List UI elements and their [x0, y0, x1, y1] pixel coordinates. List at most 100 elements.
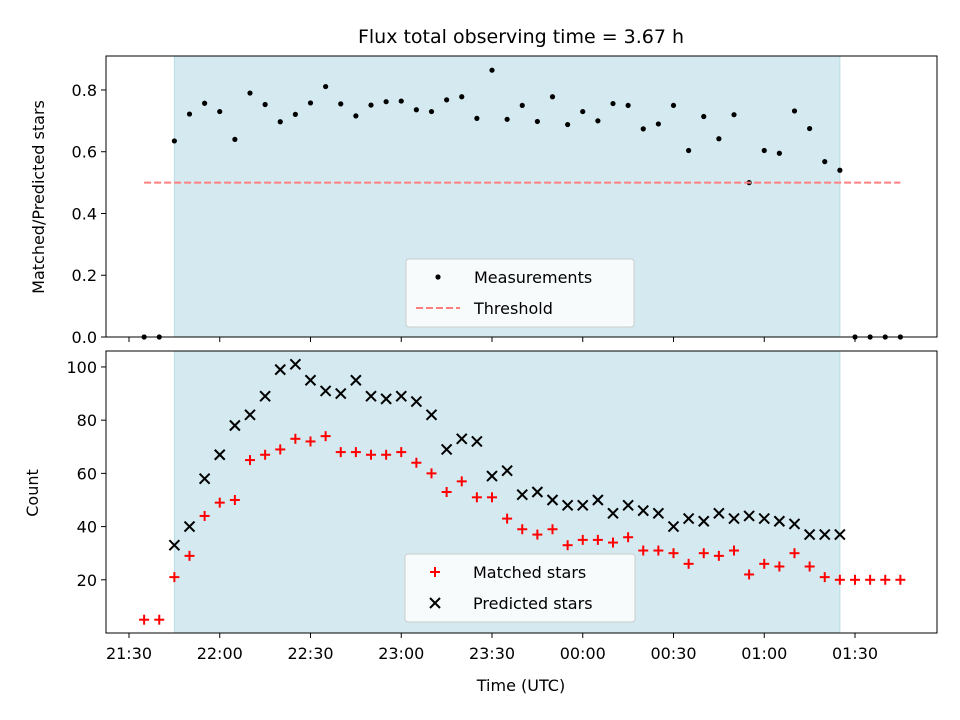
- predicted-star-point: [229, 419, 241, 432]
- predicted-star-point: [531, 486, 544, 498]
- matched-star-point: [305, 436, 316, 447]
- measurement-point: [791, 108, 798, 114]
- legend-predicted-label: Predicted stars: [473, 594, 593, 613]
- matched-star-point: [532, 529, 543, 540]
- predicted-star-point: [501, 465, 513, 477]
- predicted-star-point: [637, 504, 649, 517]
- predicted-star-point: [395, 390, 407, 402]
- predicted-star-point: [410, 395, 423, 408]
- bottom-axes: 20 40 60 80 100 21:30 22:00 22:30 23:00 23:30 00:…: [23, 350, 938, 695]
- predicted-star-point: [214, 449, 226, 461]
- measurement-point: [580, 108, 586, 115]
- measurement-point: [186, 111, 193, 117]
- matched-star-point: [381, 449, 392, 460]
- measurement-point: [549, 94, 556, 100]
- matched-star-point: [789, 548, 800, 559]
- x-tick-label: 00:30: [650, 644, 696, 663]
- matched-star-point: [653, 545, 664, 556]
- matched-star-point: [638, 545, 649, 556]
- bottom-y-ticks: 20 40 60 80 100: [66, 358, 106, 590]
- predicted-star-point: [667, 520, 680, 533]
- matched-star-point: [834, 574, 845, 585]
- matched-star-point: [260, 449, 271, 460]
- matched-star-point: [320, 431, 331, 442]
- measurement-point: [338, 101, 344, 107]
- predicted-star-point: [440, 443, 453, 456]
- bottom-axes-frame: [105, 350, 938, 634]
- measurement-point: [413, 107, 419, 113]
- predicted-star-point: [577, 499, 589, 512]
- x-tick-label: 23:30: [469, 644, 515, 663]
- measurement-point: [670, 102, 677, 109]
- matched-star-point: [139, 614, 150, 625]
- predicted-star-point: [622, 499, 634, 512]
- legend-matched-label: Matched stars: [473, 563, 586, 582]
- y-tick-label: 100: [66, 358, 97, 377]
- measurement-point: [776, 150, 782, 156]
- predicted-star-point: [319, 385, 332, 397]
- predicted-star-point: [561, 499, 574, 512]
- legend-matched-marker: [430, 567, 440, 577]
- top-x-ticks: [128, 337, 856, 342]
- matched-star-point: [744, 569, 755, 580]
- top-y-ticks: 0.0 0.2 0.4 0.6 0.8: [72, 81, 106, 347]
- measurement-point: [489, 67, 495, 73]
- predicted-star-point: [244, 409, 256, 421]
- matched-star-point: [592, 534, 603, 545]
- measurement-point: [534, 118, 540, 125]
- predicted-star-point: [834, 528, 846, 541]
- matched-star-point: [366, 449, 376, 460]
- x-tick-label: 23:00: [378, 644, 424, 663]
- measurement-point: [217, 108, 223, 115]
- x-tick-label: 01:00: [741, 644, 787, 663]
- top-legend: Measurements Threshold: [405, 258, 635, 328]
- matched-star-point: [729, 545, 739, 556]
- y-tick-label: 0.2: [72, 266, 97, 285]
- predicted-star-point: [365, 390, 377, 402]
- predicted-star-point: [168, 539, 181, 551]
- predicted-star-point: [486, 470, 498, 482]
- x-tick-label: 22:30: [287, 644, 333, 663]
- y-tick-label: 40: [77, 518, 97, 537]
- measurement-point: [731, 112, 737, 118]
- legend-measurements-marker: [435, 274, 441, 280]
- matched-star-point: [275, 444, 286, 455]
- matched-stars-points: [139, 431, 906, 625]
- x-tick-label: 00:00: [560, 644, 606, 663]
- top-y-axis-label: Matched/Predicted stars: [29, 100, 48, 294]
- predicted-star-point: [592, 494, 604, 506]
- measurement-point: [171, 138, 177, 144]
- matched-star-point: [441, 487, 452, 497]
- predicted-star-point: [713, 507, 725, 519]
- predicted-star-point: [289, 358, 302, 371]
- x-tick-label: 22:00: [197, 644, 243, 663]
- legend-predicted-marker: [429, 597, 441, 609]
- predicted-star-point: [259, 390, 271, 402]
- predicted-star-point: [607, 507, 619, 519]
- measurement-point: [640, 126, 646, 132]
- matched-star-point: [668, 548, 679, 559]
- measurement-point: [262, 101, 268, 108]
- matched-star-point: [396, 447, 407, 458]
- matched-star-point: [759, 558, 770, 569]
- measurement-point: [610, 100, 616, 107]
- predicted-star-point: [652, 507, 665, 519]
- y-tick-label: 0.4: [72, 204, 97, 223]
- bottom-y-axis-label: Count: [23, 469, 42, 517]
- measurement-point: [761, 147, 767, 154]
- predicted-star-point: [728, 512, 740, 525]
- predicted-star-point: [698, 515, 710, 527]
- measurement-point: [504, 116, 510, 122]
- measurement-point: [565, 121, 571, 128]
- matched-star-point: [623, 532, 634, 543]
- predicted-star-point: [350, 374, 362, 386]
- matched-star-point: [819, 572, 830, 583]
- measurement-point: [625, 102, 631, 109]
- y-tick-label: 80: [77, 411, 97, 430]
- measurement-point: [655, 121, 661, 127]
- measurement-point: [353, 113, 359, 119]
- matched-star-point: [804, 561, 815, 572]
- predicted-star-point: [425, 409, 438, 421]
- matched-star-point: [214, 497, 225, 508]
